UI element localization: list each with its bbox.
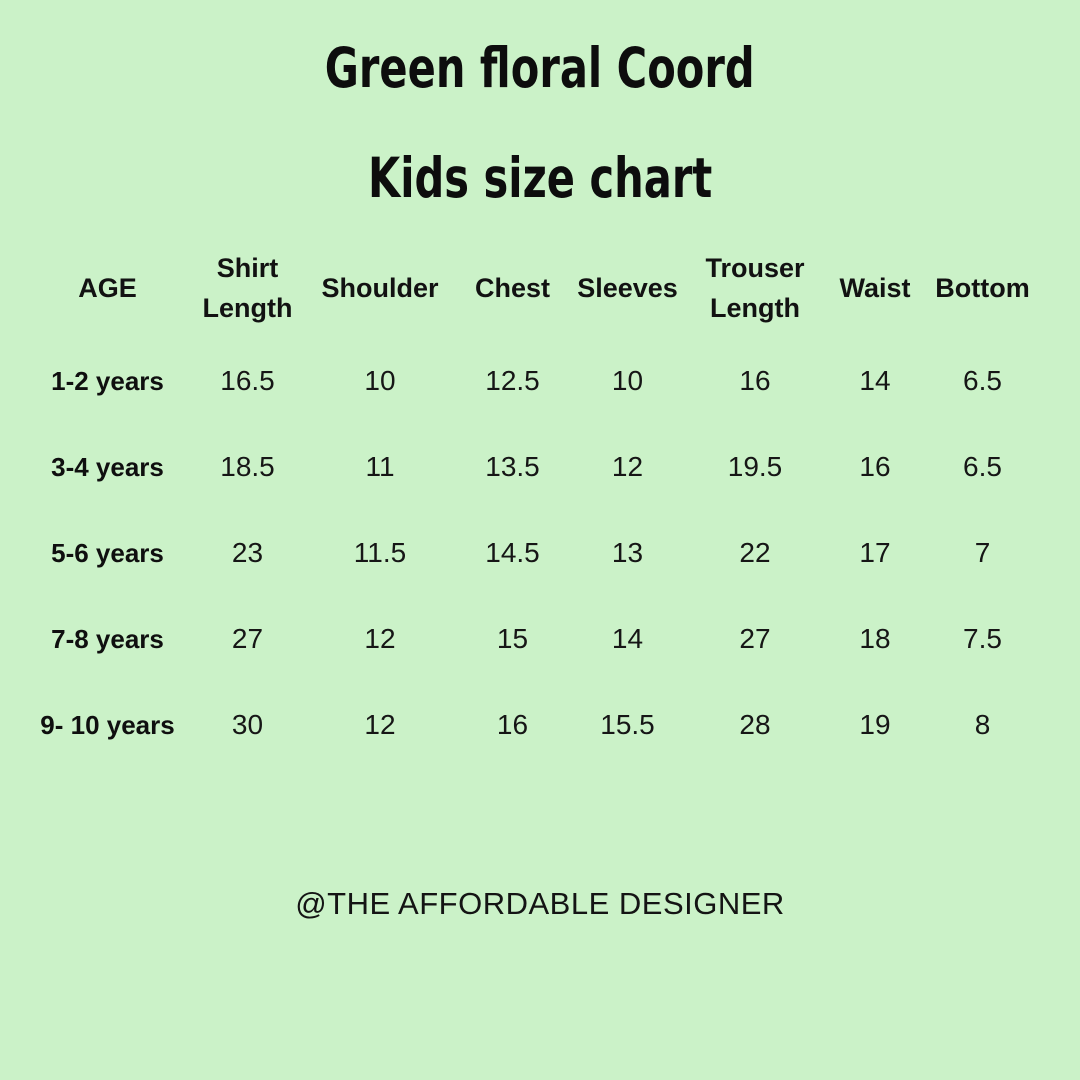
column-header-shirt-length: Shirt Length [202,252,293,324]
value-cell: 6.5 [963,365,1002,397]
value-cell: 18 [859,623,891,655]
value-cell: 14.5 [485,537,540,569]
value-cell: 27 [739,623,771,655]
value-cell: 12.5 [485,365,540,397]
value-cell: 13.5 [485,451,540,483]
value-cell: 13 [611,537,644,569]
page-title-text: Green floral Coord [325,37,755,101]
value-cell: 15.5 [600,709,655,741]
table-row: 3-4 years 18.5 11 13.5 12 19.5 16 6.5 [25,424,1040,510]
row-label: 9- 10 years [40,709,175,740]
value-cell: 16 [859,451,891,483]
table-body: 1-2 years 16.5 10 12.5 10 16 14 6.5 3-4 years 18.… [25,338,1040,768]
table-row: 9- 10 years 30 12 16 15.5 28 19 8 [25,682,1040,768]
value-cell: 12 [611,451,644,483]
value-cell: 17 [859,537,891,569]
value-cell: 18.5 [220,451,275,483]
page-subtitle: Kids size chart [0,147,1080,212]
value-cell: 14 [859,365,891,397]
value-cell: 10 [364,365,396,397]
value-cell: 16.5 [220,365,275,397]
value-cell: 19.5 [727,451,783,483]
column-header-sleeves: Sleeves [577,273,678,304]
table-row: 7-8 years 27 12 15 14 27 18 7.5 [25,596,1040,682]
page-title: Green floral Coord [0,37,1080,101]
row-label: 3-4 years [51,451,164,482]
value-cell: 16 [496,709,529,741]
value-cell: 30 [231,709,264,741]
value-cell: 16 [739,365,771,397]
value-cell: 11 [365,451,395,483]
value-cell: 22 [739,537,771,569]
table-row: 5-6 years 23 11.5 14.5 13 22 17 7 [25,510,1040,596]
value-cell: 15 [496,623,529,655]
column-header-chest: Chest [474,273,550,304]
column-header-age: AGE [78,273,137,304]
value-cell: 19 [859,709,891,741]
value-cell: 7 [974,537,991,569]
value-cell: 12 [364,709,396,741]
row-label: 7-8 years [51,623,164,654]
value-cell: 27 [231,623,264,655]
column-header-bottom: Bottom [935,273,1030,304]
column-header-waist: Waist [839,273,911,304]
row-label: 1-2 years [51,365,164,396]
footer-credit: @THE AFFORDABLE DESIGNER [295,886,785,922]
size-table: AGE Shirt Length Shoulder Chest Sleeves Trous… [25,238,1040,768]
column-header-shoulder: Shoulder [321,273,439,304]
column-header-trouser-length: Trouser Length [705,252,805,324]
value-cell: 14 [611,623,644,655]
value-cell: 23 [231,537,264,569]
row-label: 5-6 years [51,537,164,568]
value-cell: 10 [611,365,644,397]
value-cell: 28 [739,709,771,741]
value-cell: 12 [364,623,396,655]
table-row: 1-2 years 16.5 10 12.5 10 16 14 6.5 [25,338,1040,424]
page-subtitle-text: Kids size chart [367,147,713,212]
value-cell: 11.5 [353,537,407,569]
value-cell: 7.5 [963,623,1002,655]
value-cell: 8 [974,709,991,741]
header-row: AGE Shirt Length Shoulder Chest Sleeves Trous… [25,238,1040,338]
value-cell: 6.5 [963,451,1002,483]
